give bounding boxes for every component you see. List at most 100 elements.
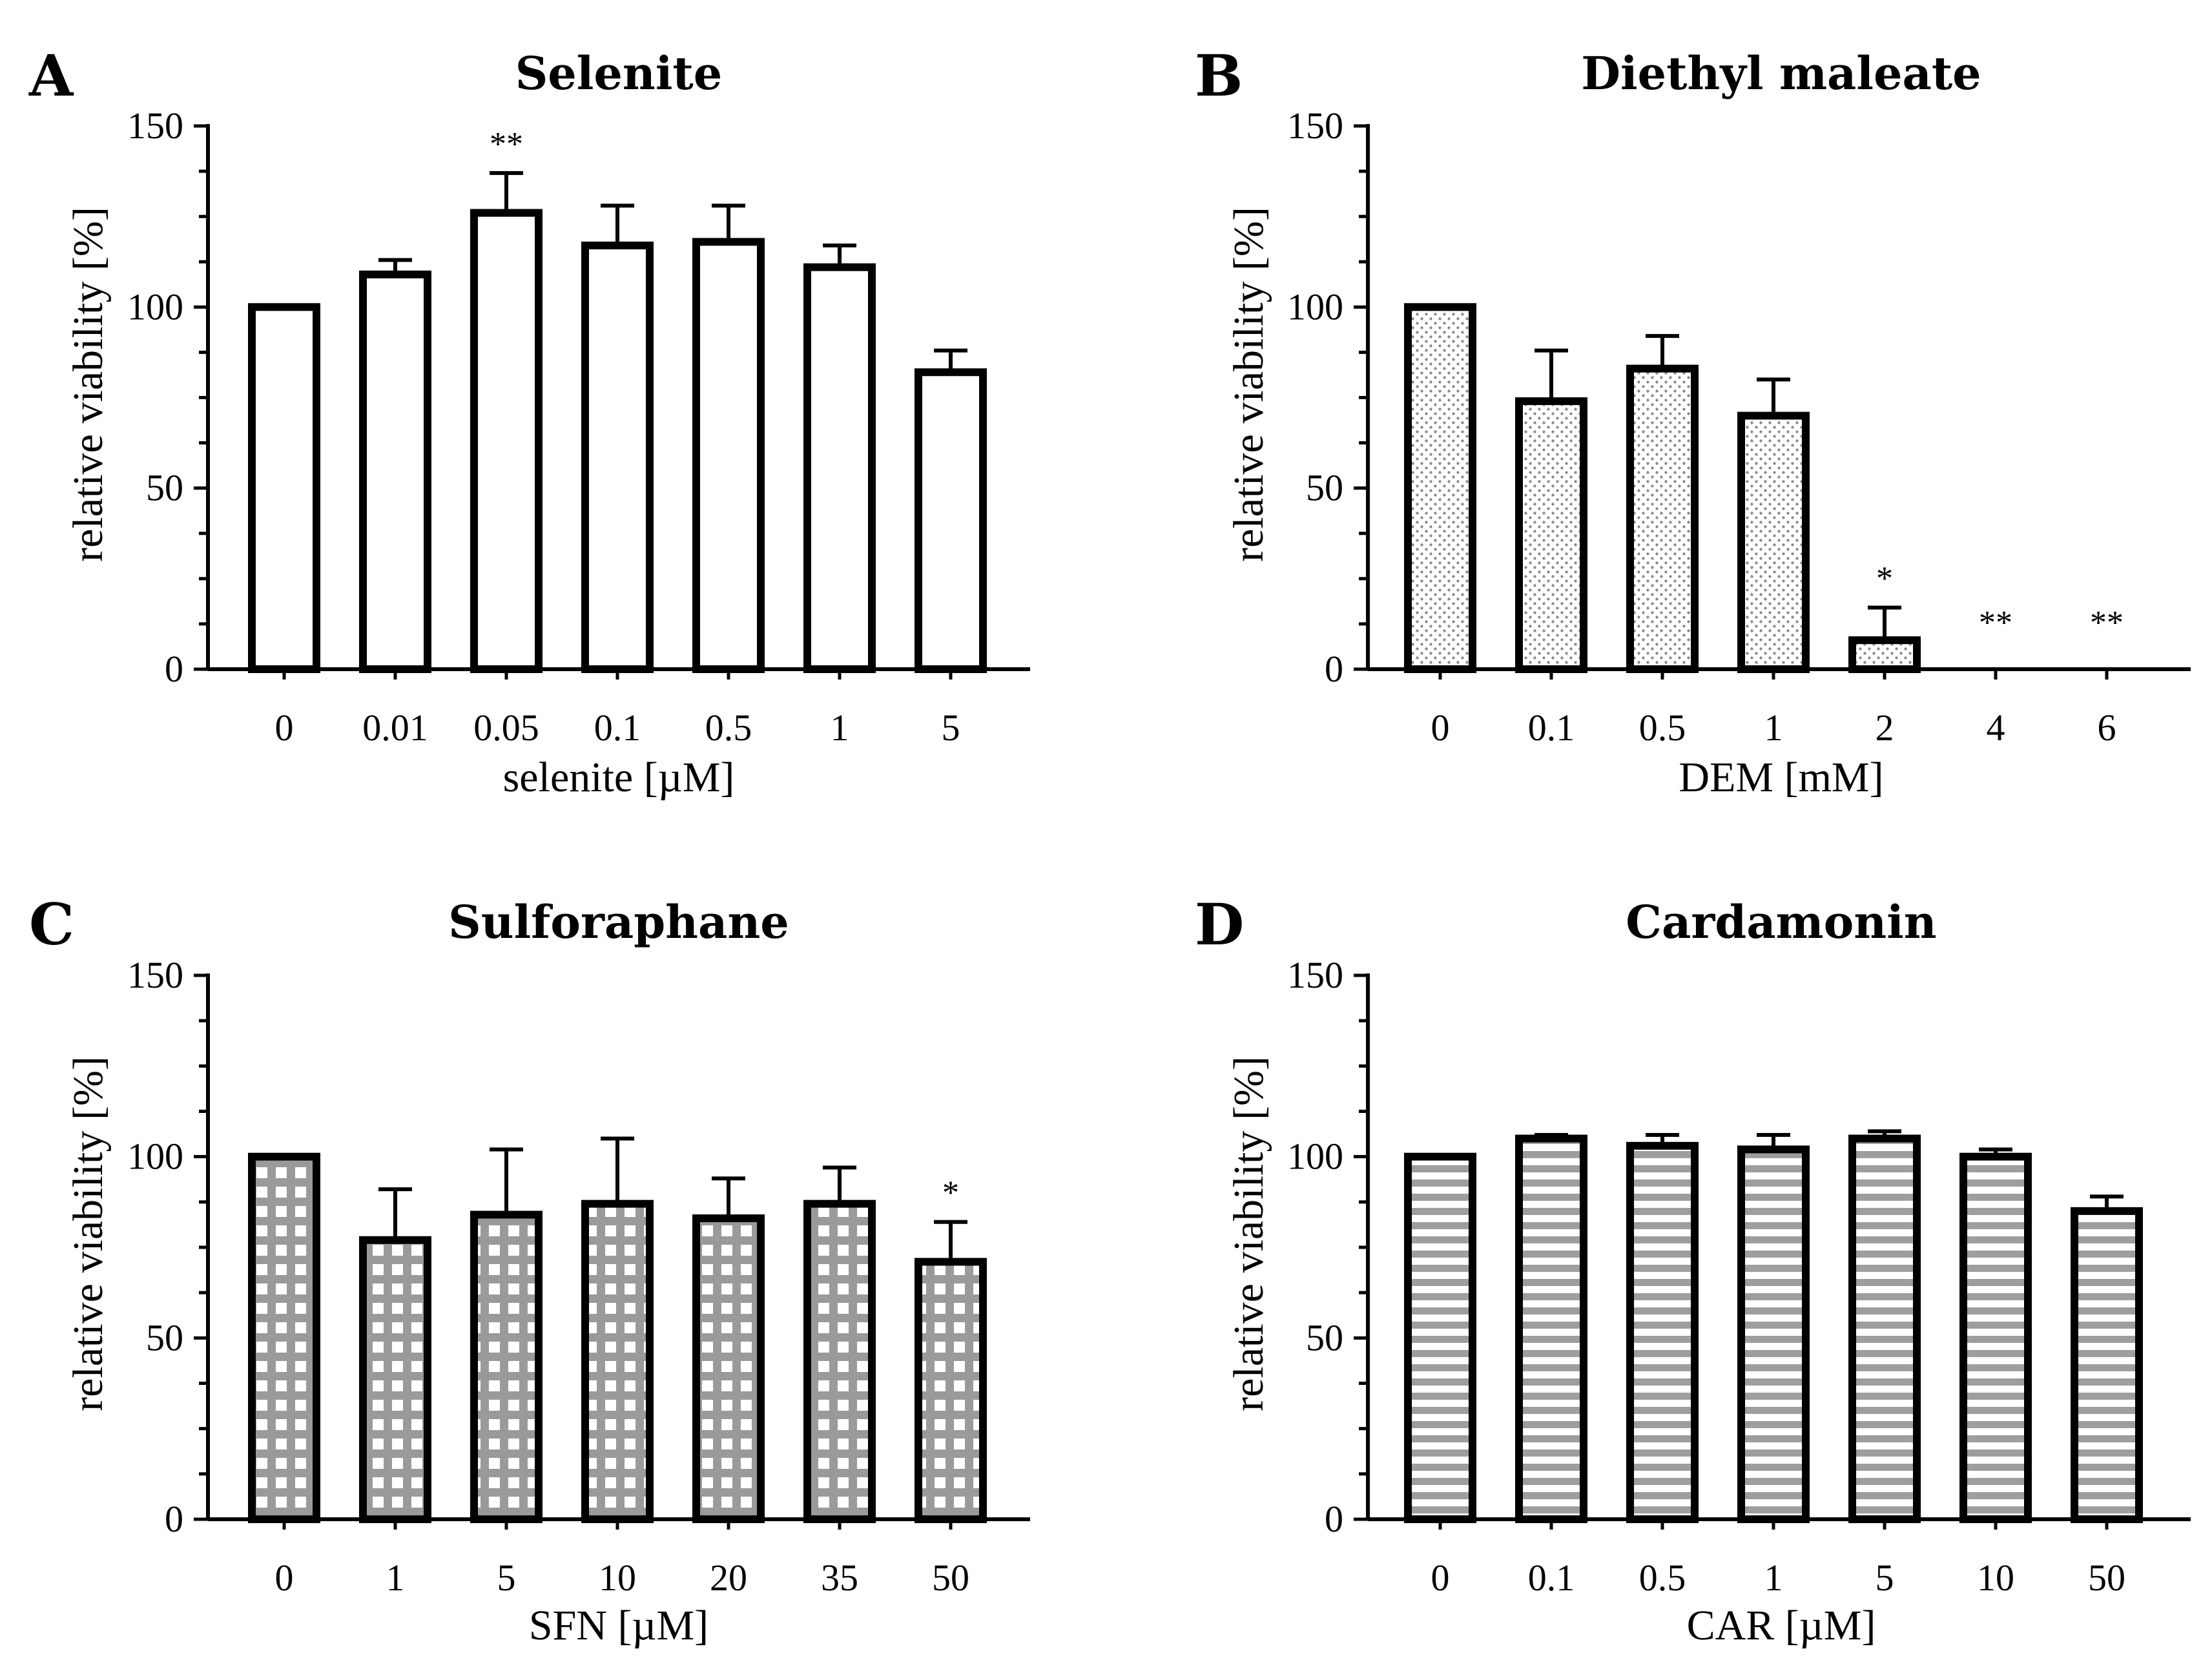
bar-a [248, 303, 320, 674]
bar-d [1737, 1145, 1810, 1523]
y-tick-label-d: 100 [1287, 1136, 1343, 1178]
y-axis-label-c: relative viability [%] [65, 1056, 112, 1411]
significance-marker-c: * [942, 1175, 959, 1212]
bar-d [1515, 1134, 1587, 1523]
significance-marker-b: * [1876, 561, 1893, 597]
significance-marker-b: ** [2090, 605, 2124, 641]
x-tick-label-a: 0.1 [594, 707, 641, 749]
x-axis-label-b: DEM [mM] [1679, 754, 1883, 801]
chart-title-c: Sulforaphane [448, 895, 789, 949]
chart-panel-d: D Cardamonin relative viability [%] CAR … [1195, 891, 2191, 1649]
x-tick-label-c: 5 [497, 1557, 516, 1599]
x-tick-label-d: 0 [1431, 1557, 1450, 1599]
bar-d [1848, 1134, 1921, 1523]
plot-area-c: 0 50 100 150 0 1 5 10 20 35 50 * [127, 954, 1030, 1599]
bar-a [915, 368, 987, 674]
x-tick-label-c: 35 [821, 1557, 858, 1599]
y-tick-label-a: 150 [127, 105, 183, 147]
x-tick-label-d: 0.5 [1639, 1557, 1686, 1599]
bar-a [359, 270, 431, 673]
significance-marker-b: ** [1979, 605, 2012, 641]
bar-d [1959, 1152, 2032, 1523]
chart-panel-b: B Diethyl maleate relative viability [%]… [1195, 42, 2191, 801]
bar-b [1626, 364, 1699, 673]
bar-b [1848, 636, 1921, 673]
y-tick-label-b: 50 [1306, 467, 1343, 509]
x-tick-label-d: 1 [1764, 1557, 1783, 1599]
x-axis-label-c: SFN [µM] [529, 1602, 708, 1649]
bar-d [1404, 1152, 1476, 1523]
x-axis-label-a: selenite [µM] [503, 754, 735, 801]
x-axis-label-d: CAR [µM] [1687, 1602, 1876, 1649]
bar-b [1515, 397, 1587, 674]
y-tick-label-c: 100 [127, 1136, 183, 1178]
panel-letter-a: A [28, 42, 74, 109]
x-tick-label-d: 5 [1876, 1557, 1894, 1599]
x-tick-label-b: 4 [1987, 707, 2005, 749]
x-tick-label-b: 6 [2098, 707, 2116, 749]
bar-a [803, 263, 876, 674]
bar-c [470, 1210, 543, 1523]
y-tick-label-a: 100 [127, 286, 183, 327]
x-tick-label-d: 0.1 [1528, 1557, 1575, 1599]
x-tick-label-c: 50 [932, 1557, 969, 1599]
bar-c [359, 1236, 431, 1523]
y-tick-label-c: 0 [165, 1498, 183, 1540]
x-tick-label-b: 2 [1876, 707, 1894, 749]
chart-panel-c: C Sulforaphane relative viability [%] SF… [29, 891, 1030, 1649]
x-tick-label-c: 0 [275, 1557, 294, 1599]
plot-area-a: 0 50 100 150 0 0.01 0.05 ** 0.1 0.5 1 5 [127, 105, 1030, 749]
bar-d [1626, 1141, 1699, 1523]
plot-area-b: 0 50 100 150 0 0.1 0.5 1 2 * 4 ** 6 ** [1287, 105, 2191, 749]
x-tick-label-a: 1 [831, 707, 849, 749]
bar-a [470, 209, 543, 673]
y-tick-label-b: 0 [1325, 648, 1343, 690]
x-tick-label-b: 0.1 [1528, 707, 1575, 749]
panel-letter-d: D [1195, 891, 1244, 958]
chart-panel-a: A Selenite relative viability [%] seleni… [28, 42, 1030, 801]
y-tick-label-d: 50 [1306, 1316, 1343, 1358]
bar-c [803, 1200, 876, 1523]
y-tick-label-a: 0 [165, 648, 183, 690]
chart-title-a: Selenite [515, 47, 723, 100]
x-tick-label-b: 0.5 [1639, 707, 1686, 749]
y-tick-label-d: 150 [1287, 954, 1343, 996]
x-tick-label-b: 1 [1764, 707, 1783, 749]
panel-letter-b: B [1195, 42, 1243, 109]
x-tick-label-c: 1 [386, 1557, 405, 1599]
x-tick-label-a: 5 [942, 707, 960, 749]
y-tick-label-a: 50 [146, 467, 183, 509]
y-tick-label-b: 150 [1287, 105, 1343, 147]
x-tick-label-a: 0 [275, 707, 294, 749]
y-tick-label-b: 100 [1287, 286, 1343, 327]
y-axis-label-d: relative viability [%] [1225, 1056, 1272, 1411]
y-axis-label-b: relative viability [%] [1225, 207, 1272, 562]
bar-d [2071, 1207, 2143, 1524]
bar-c [581, 1200, 654, 1523]
bar-b [1404, 303, 1476, 674]
y-tick-label-c: 150 [127, 954, 183, 996]
y-axis-label-a: relative viability [%] [65, 207, 112, 562]
plot-area-d: 0 50 100 150 0 0.1 0.5 1 5 10 50 [1287, 954, 2191, 1599]
x-tick-label-c: 10 [599, 1557, 636, 1599]
bar-c [692, 1214, 765, 1524]
bar-a [692, 238, 765, 673]
x-tick-label-d: 50 [2088, 1557, 2125, 1599]
x-tick-label-a: 0.01 [362, 707, 428, 749]
chart-title-d: Cardamonin [1626, 895, 1936, 949]
x-tick-label-c: 20 [710, 1557, 747, 1599]
panel-letter-c: C [29, 891, 74, 958]
x-tick-label-b: 0 [1431, 707, 1450, 749]
significance-marker-a: ** [490, 126, 523, 163]
x-tick-label-a: 0.5 [705, 707, 752, 749]
chart-title-b: Diethyl maleate [1581, 47, 1981, 100]
x-tick-label-d: 10 [1977, 1557, 2014, 1599]
bar-a [581, 242, 654, 673]
y-tick-label-d: 0 [1325, 1498, 1343, 1540]
bar-c [248, 1152, 320, 1523]
y-tick-label-c: 50 [146, 1316, 183, 1358]
bar-b [1737, 411, 1810, 673]
bar-c [915, 1258, 987, 1524]
x-tick-label-a: 0.05 [473, 707, 539, 749]
